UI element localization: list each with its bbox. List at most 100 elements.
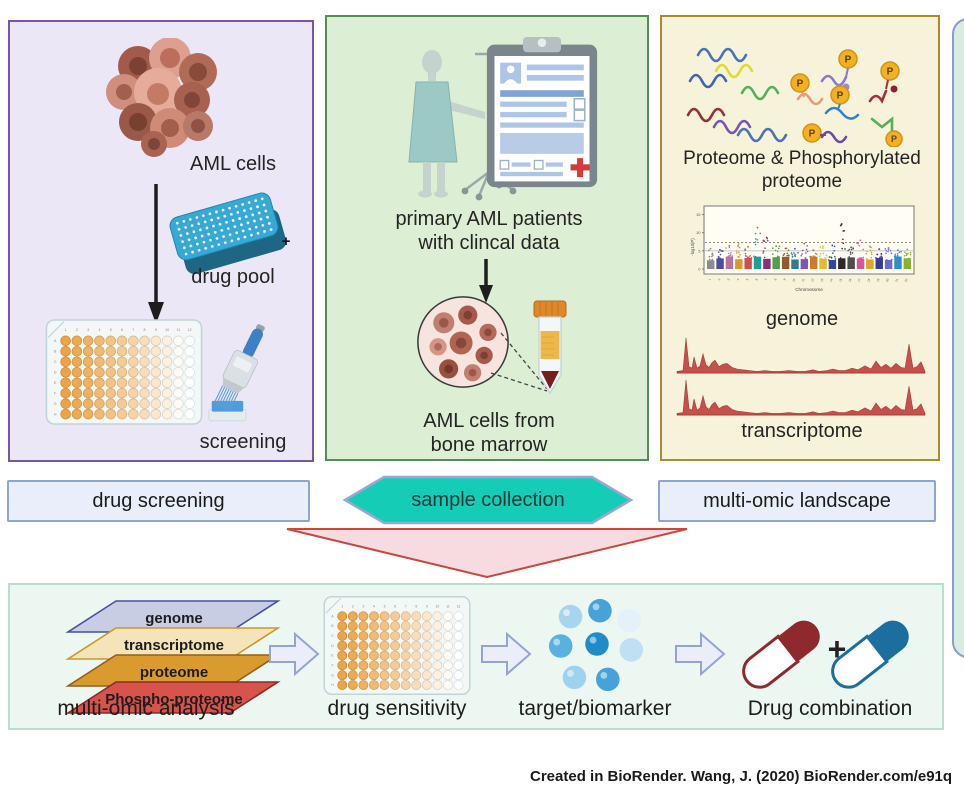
analysis-pipeline-strip: genome transcriptome proteome Phospho-prote… <box>8 583 944 730</box>
svg-text:17: 17 <box>857 278 862 283</box>
drug-pool-label: drug pool <box>191 266 275 288</box>
svg-text:15: 15 <box>696 212 701 217</box>
svg-text:-log10(P): -log10(P) <box>690 238 695 256</box>
checkbox-icon <box>573 109 586 122</box>
blood-sample-tube-illustration <box>533 300 567 395</box>
red-capsule-icon <box>742 620 820 689</box>
funnel-triangle-icon <box>286 528 688 578</box>
svg-text:4: 4 <box>736 278 740 281</box>
phospho-p-icon: P <box>837 91 844 102</box>
svg-text:8: 8 <box>773 278 777 281</box>
svg-text:6: 6 <box>121 328 123 332</box>
dashed-connector-lines <box>490 332 548 392</box>
svg-text:11: 11 <box>177 328 181 332</box>
svg-text:6: 6 <box>754 278 758 281</box>
plus-mark: + <box>282 233 291 250</box>
svg-text:3: 3 <box>726 278 730 281</box>
svg-text:10: 10 <box>165 328 169 332</box>
svg-text:2: 2 <box>76 328 78 332</box>
transcriptome-label: transcriptome <box>741 420 863 442</box>
multi-omic-analysis-label: multi-omic analysis <box>57 697 235 720</box>
svg-text:D: D <box>331 644 334 648</box>
screening-label: screening <box>199 431 287 453</box>
panel-multi-omic-landscape: P P P P P P Proteome & Phosphorylated pr… <box>660 15 940 461</box>
proteome-caption: Proteome & Phosphorylated proteome <box>683 148 921 192</box>
svg-text:10: 10 <box>791 278 796 283</box>
svg-text:E: E <box>54 381 57 385</box>
svg-text:E: E <box>331 654 334 658</box>
target-biomarker-label: target/biomarker <box>518 697 672 720</box>
genome-label: genome <box>765 308 839 330</box>
drug-pool-plate-illustration: + <box>169 192 291 275</box>
svg-text:Phospho-proteome: Phospho-proteome <box>105 691 243 708</box>
drug-pool-wells <box>175 197 273 256</box>
svg-text:11: 11 <box>801 278 806 283</box>
multi-omic-landscape-label-box: multi-omic landscape <box>658 480 936 522</box>
svg-text:1: 1 <box>708 278 712 281</box>
svg-text:Chromosome: Chromosome <box>795 287 823 292</box>
svg-text:H: H <box>54 412 57 416</box>
phospho-p-icon: P <box>797 79 804 90</box>
svg-text:18: 18 <box>866 278 871 283</box>
multichannel-pipette-illustration <box>208 324 265 422</box>
svg-text:4: 4 <box>98 328 100 332</box>
svg-text:4: 4 <box>373 604 375 608</box>
checkbox-icon <box>573 97 586 110</box>
svg-text:12: 12 <box>457 604 461 608</box>
drug-combination-capsules-illustration: + <box>742 620 909 689</box>
svg-text:D: D <box>54 370 57 374</box>
sample-collection-label: sample collection <box>411 488 565 511</box>
down-arrow-icon <box>479 259 493 303</box>
down-arrow-icon <box>148 184 164 324</box>
drug-combination-label: Drug combination <box>747 697 913 720</box>
svg-text:C: C <box>54 360 57 364</box>
panel-sample-collection: primary AML patients with clincal data <box>325 15 649 461</box>
svg-text:8: 8 <box>415 604 417 608</box>
svg-text:9: 9 <box>426 604 428 608</box>
patients-caption: primary AML patients with clincal data <box>395 208 583 254</box>
svg-text:F: F <box>331 664 333 668</box>
svg-text:5: 5 <box>384 604 386 608</box>
omics-layers-illustration: genome transcriptome proteome Phospho-prote… <box>65 600 281 714</box>
svg-text:10: 10 <box>436 604 440 608</box>
svg-text:7: 7 <box>764 278 768 281</box>
patient-photo-icon <box>500 62 522 84</box>
svg-text:10: 10 <box>696 230 701 235</box>
svg-text:3: 3 <box>362 604 364 608</box>
bone-marrow-caption: AML cells from bone marrow <box>423 410 555 456</box>
svg-text:16: 16 <box>847 278 852 283</box>
svg-text:5: 5 <box>698 248 701 253</box>
panel-right-edge-cut <box>952 18 964 658</box>
phospho-p-icon: P <box>845 55 852 66</box>
bone-marrow-cells-illustration <box>417 296 509 388</box>
svg-text:0: 0 <box>698 266 701 271</box>
svg-text:9: 9 <box>783 278 787 281</box>
svg-text:7: 7 <box>132 328 134 332</box>
proteome-phospho-illustration: P P P P P P <box>686 47 903 147</box>
phospho-p-icon: P <box>891 134 897 144</box>
svg-text:11: 11 <box>446 604 450 608</box>
svg-text:8: 8 <box>144 328 146 332</box>
svg-text:B: B <box>331 624 334 628</box>
clinical-form-clipboard-illustration <box>486 37 598 188</box>
aml-cells-illustration <box>106 38 217 157</box>
sample-collection-hexagon: sample collection <box>342 473 634 527</box>
blue-capsule-icon <box>831 620 909 689</box>
svg-text:5: 5 <box>745 278 749 281</box>
svg-text:3: 3 <box>87 328 89 332</box>
medical-cross-icon <box>570 158 590 178</box>
svg-text:9: 9 <box>155 328 157 332</box>
svg-text:G: G <box>331 673 334 677</box>
svg-text:G: G <box>54 402 57 406</box>
phospho-badges: P P P P P P <box>790 49 903 147</box>
svg-text:transcriptome: transcriptome <box>124 637 224 654</box>
svg-text:2: 2 <box>352 604 354 608</box>
svg-text:13: 13 <box>819 278 824 283</box>
right-arrow-icon <box>269 631 320 677</box>
svg-text:H: H <box>331 683 334 687</box>
svg-text:1: 1 <box>341 604 343 608</box>
svg-text:12: 12 <box>810 278 815 283</box>
svg-text:22: 22 <box>904 278 909 283</box>
